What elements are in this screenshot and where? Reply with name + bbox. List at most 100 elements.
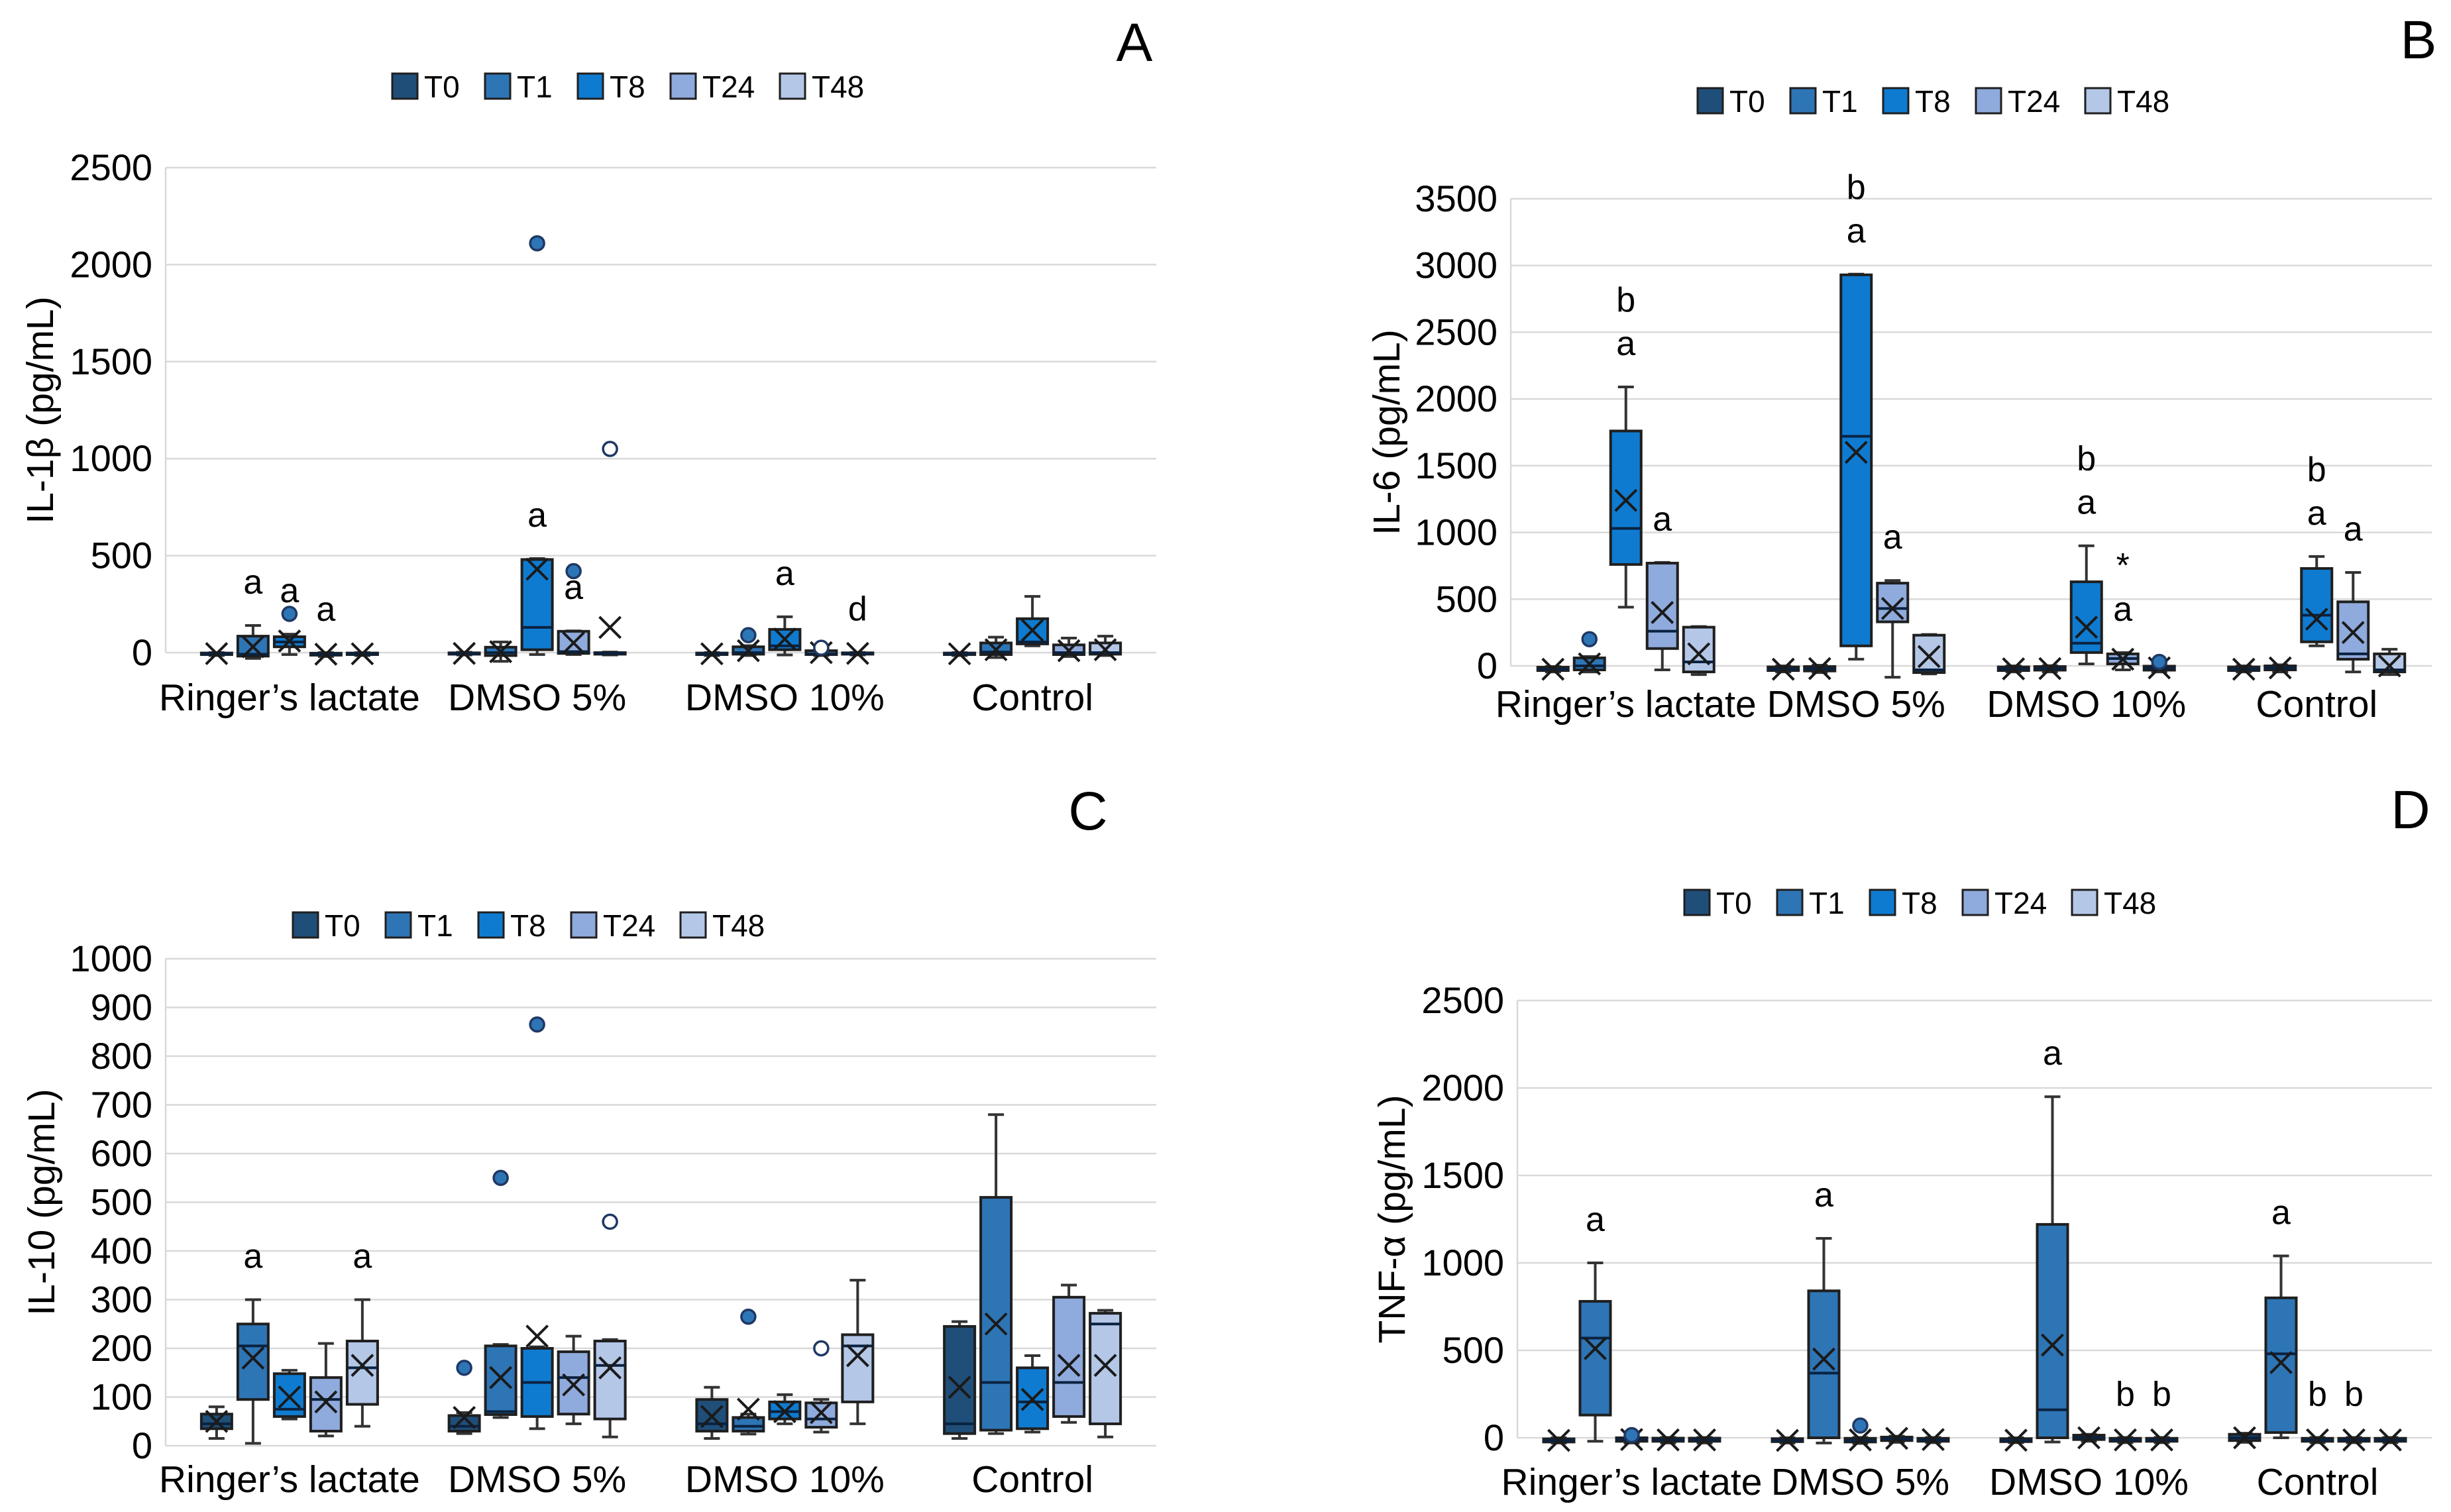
box-t24 — [1052, 1283, 1086, 1424]
box-t24: a — [2336, 510, 2370, 674]
mean-marker — [489, 1366, 513, 1389]
legend-label: T0 — [1729, 84, 1765, 119]
y-tick-label: 700 — [91, 1084, 152, 1126]
legend-swatch-t1 — [1789, 87, 1817, 115]
y-tick-label: 0 — [1477, 645, 1498, 686]
y-tick-label: 500 — [91, 1181, 152, 1223]
significance-label: * — [2116, 547, 2130, 585]
mean-marker — [1541, 657, 1565, 681]
y-tick-label: 500 — [1436, 578, 1498, 620]
outlier-point — [740, 1308, 757, 1325]
y-tick-label: 3000 — [1415, 244, 1498, 286]
legend-swatch-t48 — [779, 72, 806, 100]
box-t1: a — [236, 1238, 270, 1445]
box-t0 — [447, 1360, 481, 1435]
legend-label: T24 — [2008, 84, 2060, 119]
y-tick-label: 3500 — [1415, 178, 1498, 219]
legend: T0 T1 T8 T24 T48 — [1696, 84, 2169, 119]
box-rect — [593, 1339, 627, 1421]
box-t8 — [520, 1016, 554, 1431]
box-rect — [1876, 582, 1910, 623]
box-rect — [557, 629, 590, 655]
box-t0 — [447, 641, 481, 665]
box-t24 — [1052, 637, 1086, 663]
outlier-point — [1581, 631, 1598, 647]
legend-label: T48 — [812, 70, 864, 104]
mean-marker — [948, 642, 971, 666]
legend-label: T24 — [603, 908, 655, 943]
mean-marker — [1093, 1354, 1117, 1377]
mean-marker — [2041, 1333, 2064, 1357]
box-t8 — [2072, 1426, 2106, 1450]
box-t0 — [199, 642, 233, 665]
category-label: DMSO 10% — [1989, 1461, 2189, 1503]
mean-marker — [1808, 657, 1831, 680]
legend: T0 T1 T8 T24 T48 — [1683, 886, 2156, 920]
y-tick-label: 500 — [1443, 1329, 1504, 1371]
box-t48: a — [345, 1238, 379, 1428]
category-label: Control — [971, 676, 1093, 719]
y-tick-label: 100 — [91, 1376, 152, 1418]
box-t24 — [1880, 1427, 1914, 1450]
mean-marker — [700, 1405, 724, 1429]
box-rect — [557, 1350, 590, 1416]
box-t1: a — [2264, 1193, 2298, 1439]
y-axis-title: IL-6 (pg/mL) — [1366, 329, 1408, 535]
box-t24 — [804, 1340, 838, 1434]
significance-label: b — [1847, 168, 1866, 207]
mean-marker — [2038, 657, 2062, 680]
category-label: DMSO 5% — [1767, 683, 1945, 726]
mean-marker — [2002, 657, 2026, 680]
legend-label: T0 — [1716, 886, 1752, 920]
y-tick-label: 2000 — [1421, 1067, 1504, 1108]
mean-marker — [1849, 1428, 1872, 1452]
y-tick-label: 400 — [91, 1230, 152, 1271]
legend-label: T24 — [1994, 886, 2047, 920]
box-t8: a — [520, 235, 554, 656]
box-t8: a — [768, 555, 802, 657]
outlier-point — [1623, 1427, 1640, 1444]
panel-B: 0 500 1000 1500 2000 2500 3000 3500 IL-6 (pg/mL)… — [1366, 10, 2436, 726]
mean-marker — [1771, 657, 1795, 681]
mean-marker — [1651, 601, 1674, 624]
box-rect — [1089, 1312, 1122, 1425]
outlier-open-point — [813, 639, 830, 656]
box-t8 — [1016, 1354, 1050, 1434]
box-t0 — [2228, 1426, 2261, 1450]
y-tick-label: 1000 — [70, 938, 152, 979]
box-t24: b — [2337, 1375, 2371, 1452]
mean-marker — [1657, 1428, 1680, 1452]
box-t8: ab — [1839, 168, 1873, 661]
box-t1 — [484, 640, 517, 663]
mean-marker — [314, 1390, 338, 1414]
y-tick-label: 1000 — [1415, 512, 1498, 553]
mean-marker — [845, 641, 869, 665]
box-t1: a — [2036, 1034, 2069, 1444]
legend-swatch-t0 — [1696, 87, 1724, 115]
y-tick-label: 600 — [91, 1132, 152, 1174]
significance-label: a — [564, 568, 583, 607]
y-tick-label: 1500 — [70, 341, 152, 382]
box-t48: b — [2145, 1375, 2179, 1452]
box-t8: b — [2301, 1375, 2334, 1452]
mean-marker — [205, 1409, 229, 1433]
legend-swatch-t1 — [484, 72, 512, 100]
category-label: Control — [971, 1458, 1093, 1501]
mean-marker — [700, 642, 724, 666]
legend-swatch-t0 — [391, 72, 419, 100]
significance-label: a — [243, 563, 262, 602]
mean-marker — [525, 1324, 549, 1348]
box-rect — [732, 1416, 765, 1432]
y-tick-label: 900 — [91, 987, 152, 1028]
significance-label: a — [353, 1238, 372, 1276]
box-t48 — [2373, 1428, 2407, 1452]
box-rect — [943, 1324, 977, 1435]
box-rect — [2336, 600, 2370, 661]
y-tick-label: 0 — [132, 1425, 152, 1466]
mean-marker — [1922, 1428, 1945, 1452]
box-t0 — [943, 642, 977, 666]
box-t24 — [1651, 1428, 1685, 1452]
significance-label: a — [2043, 1034, 2062, 1073]
box-t48: d — [841, 590, 875, 665]
